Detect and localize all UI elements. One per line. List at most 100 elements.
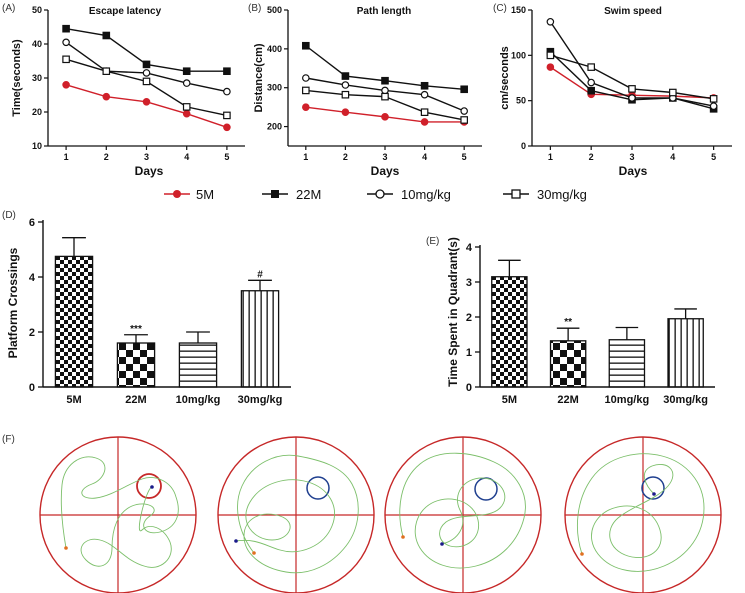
pool-trajectory-2	[217, 436, 375, 593]
data-point-30mg-kg	[628, 85, 636, 93]
data-point-10mg-kg	[223, 87, 231, 96]
legend-label: 10mg/kg	[401, 187, 451, 202]
data-point-10mg-kg	[628, 94, 636, 102]
y-tick-label: 0	[29, 382, 35, 394]
category-label: 22M	[557, 394, 578, 406]
y-tick-label: 20	[32, 107, 42, 117]
data-point-10mg-kg	[420, 90, 429, 99]
data-point-5m	[341, 108, 350, 116]
data-point-5m	[302, 103, 310, 111]
x-tick-label: 4	[670, 152, 675, 162]
data-point-10mg-kg	[587, 78, 595, 87]
filled-square-marker-icon	[271, 190, 279, 198]
data-point-5m	[546, 63, 555, 71]
y-tick-label: 1	[466, 347, 472, 359]
plot-area: 0 2 4 6 5M *** 22M 10mg/kg #30mg/kg	[29, 217, 291, 406]
panel-label: (A)	[2, 3, 15, 14]
data-point-10mg-kg	[546, 17, 555, 26]
data-point-5m	[142, 98, 151, 106]
data-point-5m	[223, 123, 231, 132]
y-tick-label: 10	[32, 141, 42, 151]
filled-circle-marker-icon	[173, 190, 181, 198]
y-axis-label: Distance(cm)	[253, 43, 265, 112]
x-tick-label: 2	[343, 152, 348, 162]
y-tick-label: 50	[516, 96, 526, 106]
data-point-5m	[381, 113, 389, 121]
legend-label: 30mg/kg	[537, 187, 587, 202]
bar-30mg-kg	[667, 318, 704, 388]
data-point-10mg-kg	[302, 74, 310, 82]
data-point-30mg-kg	[669, 88, 677, 97]
data-point-30mg-kg	[182, 103, 191, 111]
data-point-30mg-kg	[341, 90, 350, 99]
category-label: 22M	[125, 394, 146, 406]
category-label: 30mg/kg	[663, 394, 708, 406]
data-point-30mg-kg	[587, 63, 595, 71]
data-point-10mg-kg	[142, 69, 151, 77]
data-point-22m	[142, 60, 151, 69]
data-point-22m	[62, 24, 70, 33]
data-point-10mg-kg	[62, 38, 70, 47]
data-point-30mg-kg	[420, 108, 429, 116]
data-point-30mg-kg	[546, 51, 555, 60]
chart-title: Escape latency	[89, 6, 162, 17]
x-tick-label: 5	[224, 152, 229, 162]
y-tick-label: 0	[466, 382, 472, 394]
panel-label: (B)	[248, 3, 261, 14]
panel-d-platform-crossings: (D) Platform Crossings 0 2 4 6 5M *** 22M 10mg/…	[2, 210, 291, 406]
data-point-30mg-kg	[102, 67, 111, 76]
y-axis-label: Time(seconds)	[11, 39, 23, 117]
target-platform-circle	[641, 476, 665, 500]
plot-area: 0 50 100 150 1 2 3 4 5	[511, 5, 732, 162]
data-point-22m	[223, 67, 231, 76]
significance-marker: ***	[130, 324, 142, 335]
y-tick-label: 2	[29, 327, 35, 339]
legend-item-22m: 22M	[262, 187, 321, 202]
panel-b-path-length: (B) Path length Distance(cm) Days 200 300…	[248, 3, 482, 178]
data-point-30mg-kg	[302, 86, 310, 95]
data-point-10mg-kg	[709, 102, 718, 110]
data-point-5m	[62, 81, 70, 89]
y-axis-label: Platform Crossings	[6, 247, 20, 358]
x-tick-label: 4	[422, 152, 427, 162]
x-tick-label: 1	[548, 152, 553, 162]
panel-a-escape-latency: (A) Escape latency Time(seconds) Days 10…	[2, 3, 245, 178]
x-tick-label: 4	[184, 152, 189, 162]
data-point-30mg-kg	[460, 116, 468, 124]
bar-22m	[549, 340, 587, 388]
y-tick-label: 200	[267, 122, 282, 132]
data-point-10mg-kg	[381, 86, 389, 95]
open-circle-marker-icon	[375, 189, 385, 199]
y-axis-label: Time Spent in Quadrant(s)	[446, 237, 460, 387]
plot-area: 10 20 30 40 50 1 2 3 4 5	[32, 5, 245, 162]
panel-e-time-in-quadrant: (E) Time Spent in Quadrant(s) 0 1 2 3 4 5M ** 2…	[426, 236, 715, 406]
legend-item-10mg-kg: 10mg/kg	[367, 187, 451, 202]
pool-trajectory-4	[564, 436, 722, 593]
x-axis-label: Days	[135, 164, 164, 178]
panel-label: (F)	[2, 434, 15, 445]
x-tick-label: 3	[629, 152, 634, 162]
x-tick-label: 2	[589, 152, 594, 162]
significance-marker: #	[257, 269, 263, 280]
data-point-30mg-kg	[62, 55, 70, 64]
x-axis-label: Days	[371, 164, 400, 178]
bar-10mg-kg	[608, 339, 646, 388]
data-point-30mg-kg	[223, 111, 231, 120]
y-tick-label: 40	[32, 39, 42, 49]
target-platform-circle	[136, 473, 162, 499]
panel-label: (C)	[493, 3, 507, 14]
category-label: 5M	[66, 394, 81, 406]
pool-trajectory-3	[384, 436, 542, 593]
panel-f-swim-paths: (F)	[2, 434, 722, 593]
data-point-22m	[381, 76, 389, 85]
data-point-30mg-kg	[709, 95, 718, 103]
legend: 5M 22M 10mg/kg 30mg/kg	[164, 187, 587, 202]
data-point-10mg-kg	[460, 107, 468, 115]
x-tick-label: 3	[382, 152, 387, 162]
data-point-22m	[302, 41, 310, 50]
x-tick-label: 1	[64, 152, 69, 162]
panel-c-swim-speed: (C) Swim speed cm/seconds Days 050100150…	[493, 3, 732, 178]
data-point-22m	[420, 81, 429, 90]
series-line-5m	[65, 84, 228, 128]
